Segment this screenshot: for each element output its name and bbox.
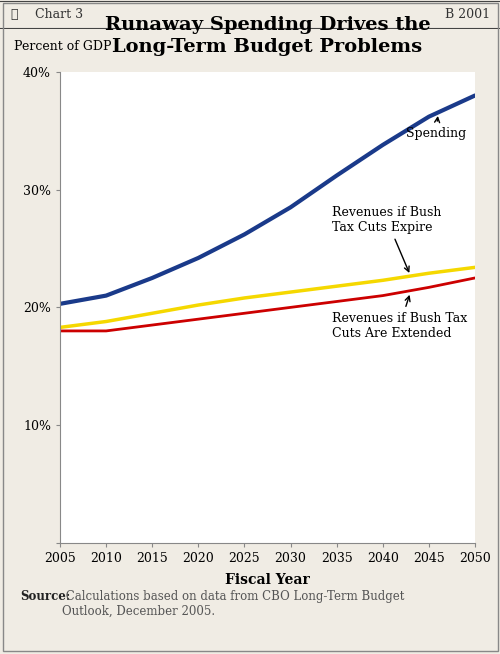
Text: Source:: Source: bbox=[20, 590, 70, 603]
Text: Calculations based on data from CBO Long-Term Budget
Outlook, December 2005.: Calculations based on data from CBO Long… bbox=[62, 590, 405, 618]
Text: Revenues if Bush Tax
Cuts Are Extended: Revenues if Bush Tax Cuts Are Extended bbox=[332, 296, 468, 340]
Text: Spending: Spending bbox=[406, 118, 466, 140]
X-axis label: Fiscal Year: Fiscal Year bbox=[225, 573, 310, 587]
Title: Runaway Spending Drives the
Long-Term Budget Problems: Runaway Spending Drives the Long-Term Bu… bbox=[104, 16, 430, 56]
Text: B 2001: B 2001 bbox=[445, 9, 490, 21]
Text: Percent of GDP: Percent of GDP bbox=[14, 40, 112, 53]
Text: Chart 3: Chart 3 bbox=[35, 9, 83, 21]
Text: Revenues if Bush
Tax Cuts Expire: Revenues if Bush Tax Cuts Expire bbox=[332, 206, 442, 271]
Text: 🔔: 🔔 bbox=[10, 9, 18, 21]
